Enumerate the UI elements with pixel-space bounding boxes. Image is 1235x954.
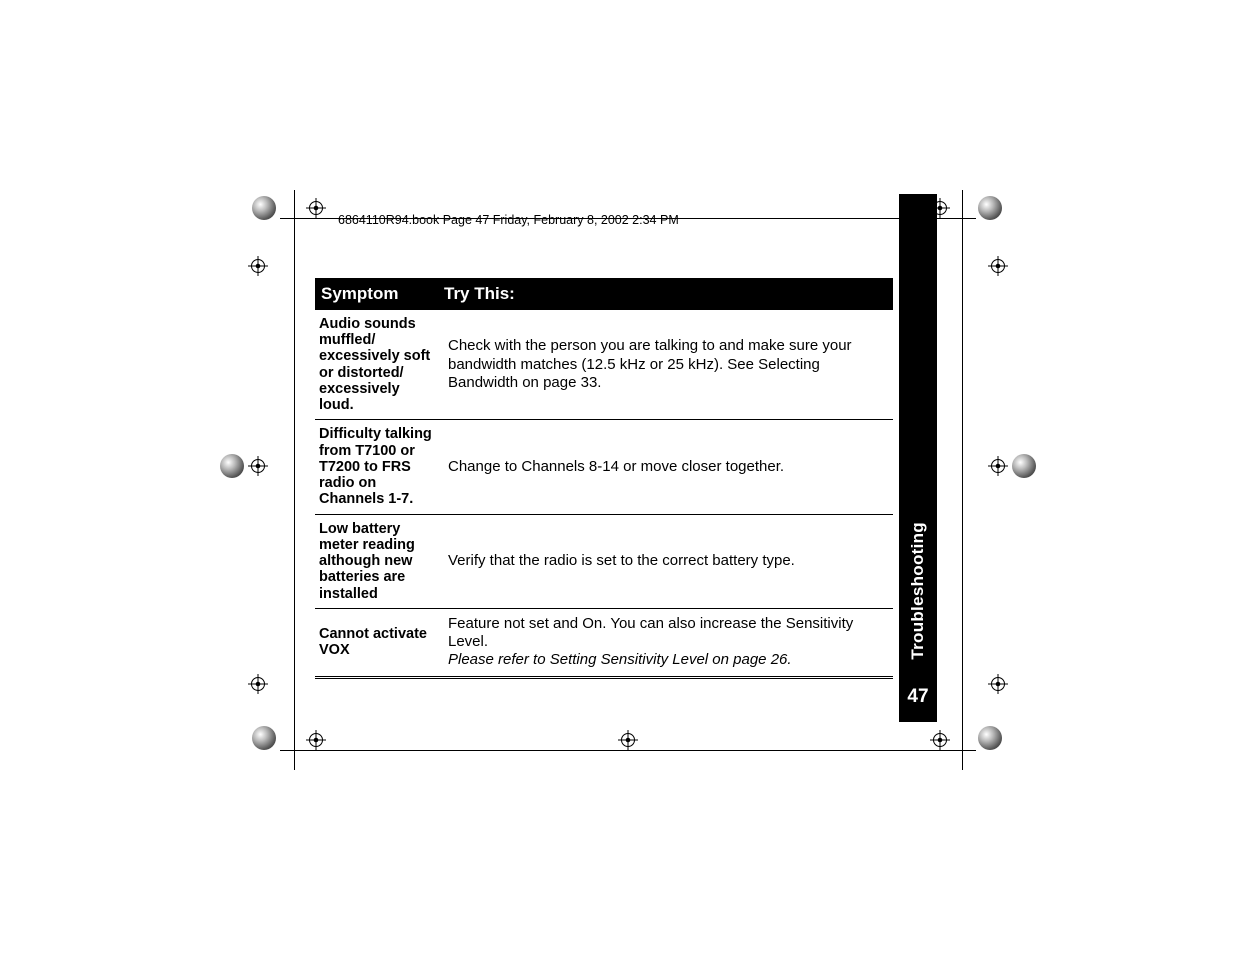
trythis-cell: Check with the person you are talking to… (442, 316, 893, 413)
corner-dot-icon (252, 196, 276, 220)
registration-mark-icon (988, 674, 1008, 694)
registration-mark-icon (618, 730, 638, 750)
symptom-cell: Audio sounds muffled/ excessively soft o… (315, 316, 442, 413)
registration-mark-icon (306, 198, 326, 218)
col-header-trythis: Try This: (444, 284, 887, 304)
crop-line (294, 190, 295, 770)
registration-mark-icon (988, 256, 1008, 276)
trythis-cell: Change to Channels 8-14 or move closer t… (442, 426, 893, 507)
side-tab: Troubleshooting 47 (899, 194, 937, 722)
corner-dot-icon (220, 454, 244, 478)
trythis-cell: Verify that the radio is set to the corr… (442, 521, 893, 602)
registration-mark-icon (248, 674, 268, 694)
side-tab-section: Troubleshooting (908, 522, 928, 660)
corner-dot-icon (252, 726, 276, 750)
corner-dot-icon (978, 196, 1002, 220)
registration-mark-icon (930, 730, 950, 750)
crop-line (962, 190, 963, 770)
col-header-symptom: Symptom (321, 284, 444, 304)
table-row: Low battery meter reading although new b… (315, 515, 893, 609)
symptom-cell: Low battery meter reading although new b… (315, 521, 442, 602)
symptom-cell: Cannot activate VOX (315, 615, 442, 670)
table-row: Difficulty talking from T7100 or T7200 t… (315, 420, 893, 514)
symptom-cell: Difficulty talking from T7100 or T7200 t… (315, 426, 442, 507)
table-row: Audio sounds muffled/ excessively soft o… (315, 310, 893, 420)
trythis-cell: Feature not set and On. You can also inc… (442, 615, 893, 670)
registration-mark-icon (988, 456, 1008, 476)
corner-dot-icon (1012, 454, 1036, 478)
side-tab-page: 47 (907, 686, 928, 707)
table-row: Cannot activate VOX Feature not set and … (315, 609, 893, 677)
troubleshooting-table: Symptom Try This: Audio sounds muffled/ … (315, 278, 893, 679)
table-end-rule (315, 678, 893, 679)
crop-line (280, 750, 976, 751)
doc-header-line: 6864110R94.book Page 47 Friday, February… (338, 213, 679, 227)
crop-line (280, 218, 976, 219)
registration-mark-icon (248, 256, 268, 276)
registration-mark-icon (248, 456, 268, 476)
corner-dot-icon (978, 726, 1002, 750)
table-header: Symptom Try This: (315, 278, 893, 310)
registration-mark-icon (306, 730, 326, 750)
